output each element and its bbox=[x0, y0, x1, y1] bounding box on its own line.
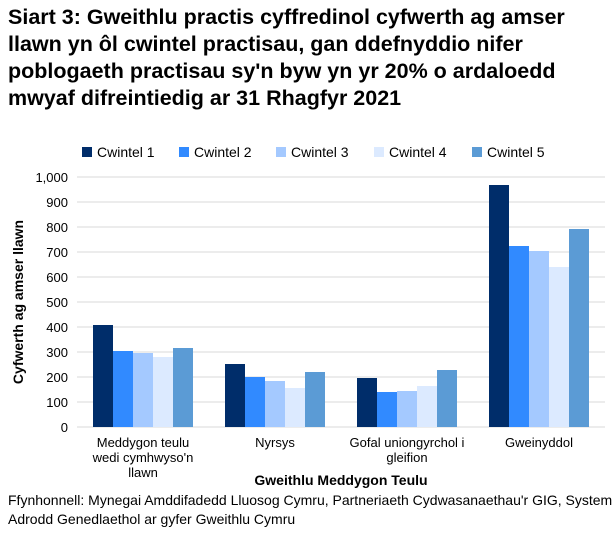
y-tick-label: 600 bbox=[46, 270, 68, 285]
legend-label: Cwintel 1 bbox=[97, 144, 155, 160]
x-tick-label: llawn bbox=[128, 465, 158, 480]
chart-title: Siart 3: Gweithlu practis cyffredinol cy… bbox=[8, 5, 565, 110]
x-tick-label: wedi cymhwyso'n bbox=[92, 450, 194, 465]
bar bbox=[397, 391, 417, 427]
x-axis-label: Gweithlu Meddygon Teulu bbox=[254, 472, 427, 488]
legend-label: Cwintel 3 bbox=[291, 144, 349, 160]
legend-swatch bbox=[374, 147, 384, 157]
y-tick-label: 100 bbox=[46, 395, 68, 410]
bar bbox=[153, 357, 173, 427]
bar bbox=[417, 386, 437, 427]
bar bbox=[549, 267, 569, 427]
y-tick-label: 400 bbox=[46, 320, 68, 335]
legend-label: Cwintel 5 bbox=[487, 144, 545, 160]
y-axis-label: Cyfwerth ag amser llawn bbox=[10, 220, 26, 384]
legend-swatch bbox=[82, 147, 92, 157]
bar bbox=[437, 370, 457, 427]
x-tick-label: Nyrsys bbox=[255, 435, 295, 450]
bar bbox=[529, 251, 549, 427]
bar bbox=[357, 378, 377, 427]
legend-swatch bbox=[472, 147, 482, 157]
y-tick-label: 700 bbox=[46, 245, 68, 260]
bar bbox=[133, 353, 153, 427]
x-tick-label: Gweinyddol bbox=[505, 435, 573, 450]
bar bbox=[225, 364, 245, 427]
bar bbox=[285, 388, 305, 427]
bar bbox=[93, 325, 113, 427]
x-tick-label: Meddygon teulu bbox=[97, 435, 190, 450]
y-tick-label: 300 bbox=[46, 345, 68, 360]
x-tick-label: gleifion bbox=[386, 450, 427, 465]
y-tick-label: 1,000 bbox=[35, 170, 68, 185]
chart-source: Ffynhonnell: Mynegai Amddifadedd Lluosog… bbox=[8, 492, 613, 527]
legend-label: Cwintel 4 bbox=[389, 144, 447, 160]
bar bbox=[305, 372, 325, 427]
bar bbox=[113, 351, 133, 427]
bar bbox=[489, 185, 509, 427]
y-tick-label: 900 bbox=[46, 195, 68, 210]
bar bbox=[245, 377, 265, 427]
x-tick-label: Gofal uniongyrchol i bbox=[350, 435, 465, 450]
y-tick-label: 200 bbox=[46, 370, 68, 385]
legend-swatch bbox=[276, 147, 286, 157]
bar bbox=[509, 246, 529, 427]
y-tick-label: 500 bbox=[46, 295, 68, 310]
bar bbox=[173, 348, 193, 427]
bar bbox=[377, 392, 397, 427]
y-tick-label: 800 bbox=[46, 220, 68, 235]
bar bbox=[265, 381, 285, 427]
legend-swatch bbox=[179, 147, 189, 157]
y-tick-label: 0 bbox=[61, 420, 68, 435]
legend-label: Cwintel 2 bbox=[194, 144, 252, 160]
bar bbox=[569, 229, 589, 427]
